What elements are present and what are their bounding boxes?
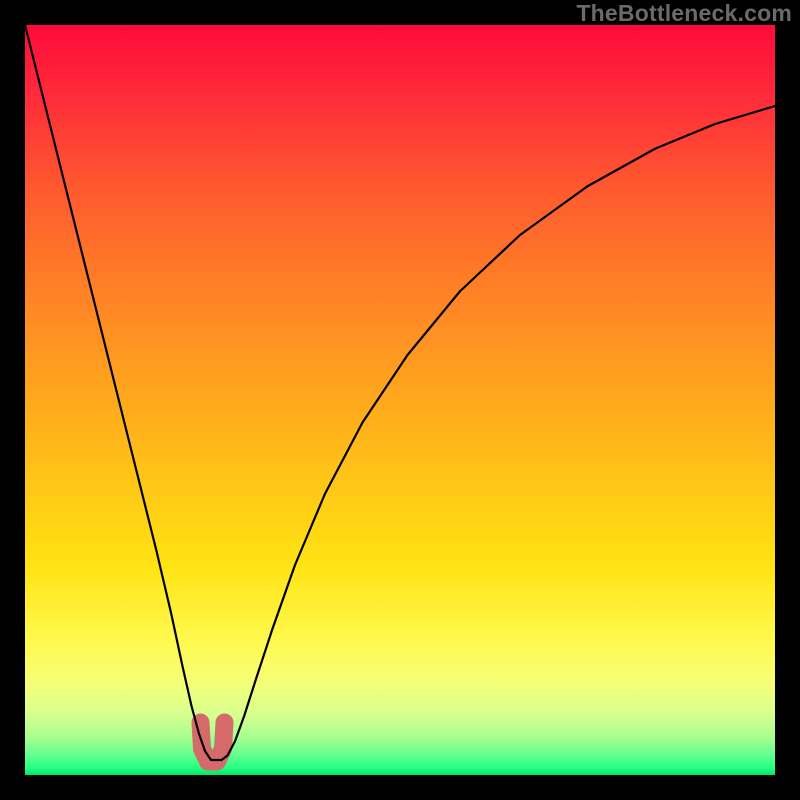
bottleneck-curve bbox=[25, 25, 775, 760]
plot-frame bbox=[25, 25, 775, 775]
trough-marker bbox=[201, 723, 225, 762]
watermark-text: TheBottleneck.com bbox=[576, 0, 792, 27]
plot-svg bbox=[25, 25, 775, 775]
chart-stage: TheBottleneck.com bbox=[0, 0, 800, 800]
